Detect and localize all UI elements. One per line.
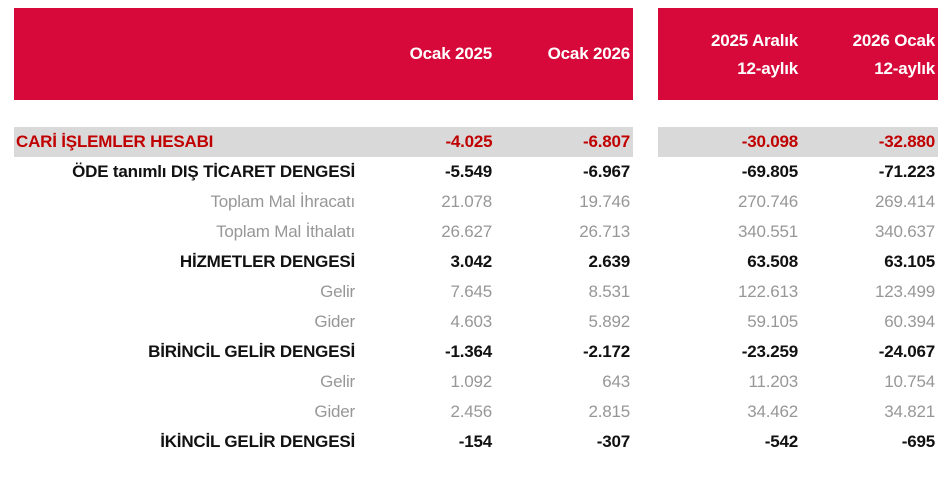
value-ocak-2025: 4.603 [450,312,492,331]
table-header: Ocak 2025 Ocak 2026 2025 Aralık 12-aylık… [14,8,950,100]
value-2025-aralik-12aylik: 34.462 [747,402,798,421]
table-row-toplam-mal-ithalati: Toplam Mal İthalatı 26.627 26.713 340.55… [14,217,950,247]
column-header-2025-aralik-12aylik: 2025 Aralık 12-aylık [658,32,798,77]
table-row-toplam-mal-ihracati: Toplam Mal İhracatı 21.078 19.746 270.74… [14,187,950,217]
value-2026-ocak-12aylik: 34.821 [884,402,935,421]
value-2025-aralik-12aylik: 340.551 [737,222,798,241]
column-header-ocak-2026: Ocak 2026 [547,44,631,63]
value-2026-ocak-12aylik: -695 [901,432,935,451]
value-2026-ocak-12aylik: 123.499 [874,282,935,301]
value-2026-ocak-12aylik: -71.223 [878,162,935,181]
value-ocak-2025: -4.025 [445,132,493,151]
column-header-2026-ocak-12aylik: 2026 Ocak 12-aylık [798,30,936,78]
value-2026-ocak-12aylik: 63.105 [884,252,935,271]
value-2025-aralik-12aylik: -69.805 [741,162,798,181]
value-2025-aralik-12aylik: 11.203 [748,372,798,391]
value-ocak-2025: -5.549 [444,162,492,181]
table-row-ikincil-gelir-dengesi: İKİNCİL GELİR DENGESİ -154 -307 -542 -69… [14,427,950,457]
value-ocak-2026: -6.807 [582,132,630,151]
table-row-dis-ticaret-dengesi: ÖDE tanımlı DIŞ TİCARET DENGESİ -5.549 -… [14,157,950,187]
column-header-ocak-2025: Ocak 2025 [409,44,493,63]
column-header-line: 12-aylık [737,58,798,78]
balance-of-payments-table: Ocak 2025 Ocak 2026 2025 Aralık 12-aylık… [0,8,950,488]
value-2026-ocak-12aylik: 269.414 [874,192,935,211]
row-label: Gider [314,402,355,421]
value-ocak-2025: 7.645 [450,282,492,301]
value-2025-aralik-12aylik: 59.105 [747,312,798,331]
row-label: Gider [314,312,355,331]
value-ocak-2025: 3.042 [450,252,492,271]
header-gap [633,8,658,100]
value-ocak-2026: 2.815 [588,402,630,421]
value-ocak-2025: 2.456 [450,402,492,421]
value-ocak-2026: 643 [602,372,630,391]
value-ocak-2025: 26.627 [441,222,492,241]
row-label: ÖDE tanımlı DIŞ TİCARET DENGESİ [72,162,355,181]
header-right-block: 2025 Aralık 12-aylık 2026 Ocak 12-aylık [658,8,938,100]
value-ocak-2025: 21.078 [441,192,492,211]
row-label: Gelir [320,282,355,301]
row-label: HİZMETLER DENGESİ [179,252,355,271]
table-row-birincil-gelir: Gelir 1.092 643 11.203 10.754 [14,367,950,397]
value-ocak-2026: 8.531 [588,282,630,301]
value-2025-aralik-12aylik: -542 [764,432,798,451]
value-ocak-2026: 2.639 [588,252,630,271]
column-header-line: 2025 Aralık [711,30,798,50]
row-label: CARİ İŞLEMLER HESABI [16,132,214,151]
value-2026-ocak-12aylik: 340.637 [874,222,935,241]
value-2025-aralik-12aylik: -23.259 [741,342,798,361]
row-label: BİRİNCİL GELİR DENGESİ [148,342,355,361]
value-2026-ocak-12aylik: -24.067 [878,342,935,361]
value-ocak-2025: -1.364 [444,342,492,361]
row-label: İKİNCİL GELİR DENGESİ [160,432,355,451]
header-body-gap [0,100,950,127]
table-row-birincil-gelir-dengesi: BİRİNCİL GELİR DENGESİ -1.364 -2.172 -23… [14,337,950,367]
value-ocak-2026: 26.713 [579,222,630,241]
value-2026-ocak-12aylik: 60.394 [884,312,935,331]
value-2025-aralik-12aylik: 270.746 [737,192,798,211]
value-ocak-2026: -6.967 [582,162,630,181]
value-ocak-2025: 1.092 [450,372,492,391]
table-row-hizmetler-gider: Gider 4.603 5.892 59.105 60.394 [14,307,950,337]
value-2025-aralik-12aylik: -30.098 [741,132,798,151]
column-header-line: 12-aylık [874,58,935,78]
value-ocak-2025: -154 [458,432,492,451]
value-ocak-2026: -307 [596,432,630,451]
value-2025-aralik-12aylik: 63.508 [747,252,798,271]
table-row-hizmetler-gelir: Gelir 7.645 8.531 122.613 123.499 [14,277,950,307]
value-2026-ocak-12aylik: 10.754 [884,372,935,391]
header-left-block: Ocak 2025 Ocak 2026 [14,8,633,100]
table-row-hizmetler-dengesi: HİZMETLER DENGESİ 3.042 2.639 63.508 63.… [14,247,950,277]
value-2026-ocak-12aylik: -32.880 [878,132,935,151]
row-label: Toplam Mal İhracatı [210,192,355,211]
table-row-cari-islemler-hesabi: CARİ İŞLEMLER HESABI -4.025 -6.807 -30.0… [14,127,950,157]
row-label: Gelir [320,372,355,391]
value-2025-aralik-12aylik: 122.613 [737,282,798,301]
row-label: Toplam Mal İthalatı [216,222,355,241]
value-ocak-2026: -2.172 [582,342,630,361]
value-ocak-2026: 19.746 [579,192,630,211]
column-header-line: 2026 Ocak [852,30,936,50]
value-ocak-2026: 5.892 [588,312,630,331]
table-row-birincil-gider: Gider 2.456 2.815 34.462 34.821 [14,397,950,427]
